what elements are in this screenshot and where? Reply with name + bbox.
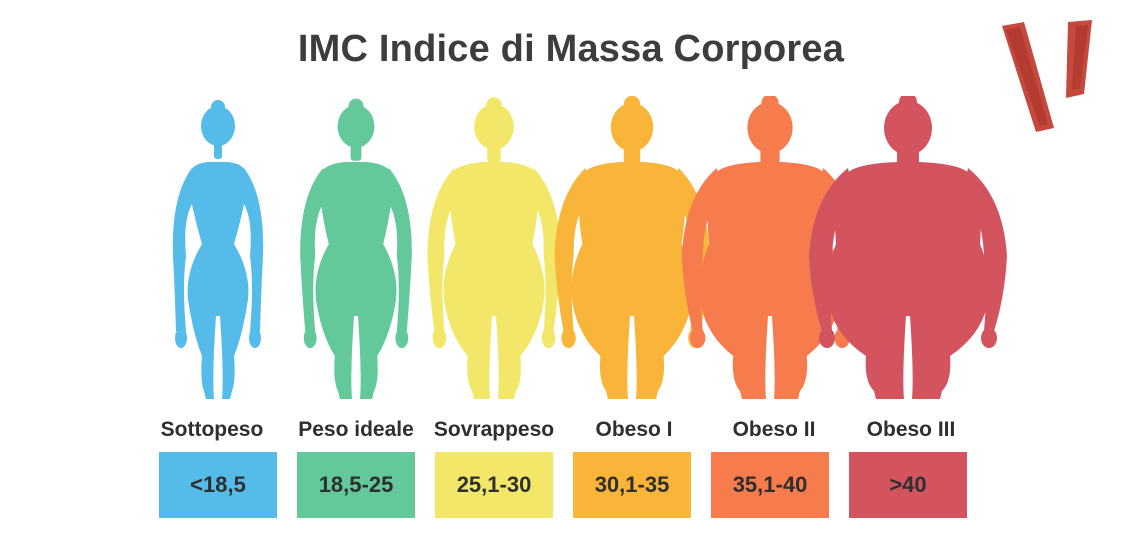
category-label-obeso-iii: Obeso III xyxy=(866,418,956,441)
range-box-obeso-iii: >40 xyxy=(849,452,967,518)
range-box-obeso-i: 30,1-35 xyxy=(573,452,691,518)
v-logo-icon xyxy=(1002,20,1092,132)
body-figure-sottopeso xyxy=(172,100,264,399)
page-title: IMC Indice di Massa Corporea xyxy=(297,28,845,70)
body-figure-sovrappeso xyxy=(427,97,561,399)
body-figure-peso-ideale xyxy=(300,98,412,399)
category-label-sovrappeso: Sovrappeso xyxy=(433,418,555,441)
body-figures xyxy=(172,96,1007,399)
category-label-obeso-i: Obeso I xyxy=(595,418,673,441)
range-box-peso-ideale: 18,5-25 xyxy=(297,452,415,518)
category-label-peso-ideale: Peso ideale xyxy=(298,418,414,441)
category-label-obeso-ii: Obeso II xyxy=(732,418,816,441)
range-box-obeso-ii: 35,1-40 xyxy=(711,452,829,518)
body-figure-obeso-iii xyxy=(809,96,1007,399)
category-label-sottopeso: Sottopeso xyxy=(160,418,264,441)
range-box-sottopeso: <18,5 xyxy=(159,452,277,518)
range-box-sovrappeso: 25,1-30 xyxy=(435,452,553,518)
